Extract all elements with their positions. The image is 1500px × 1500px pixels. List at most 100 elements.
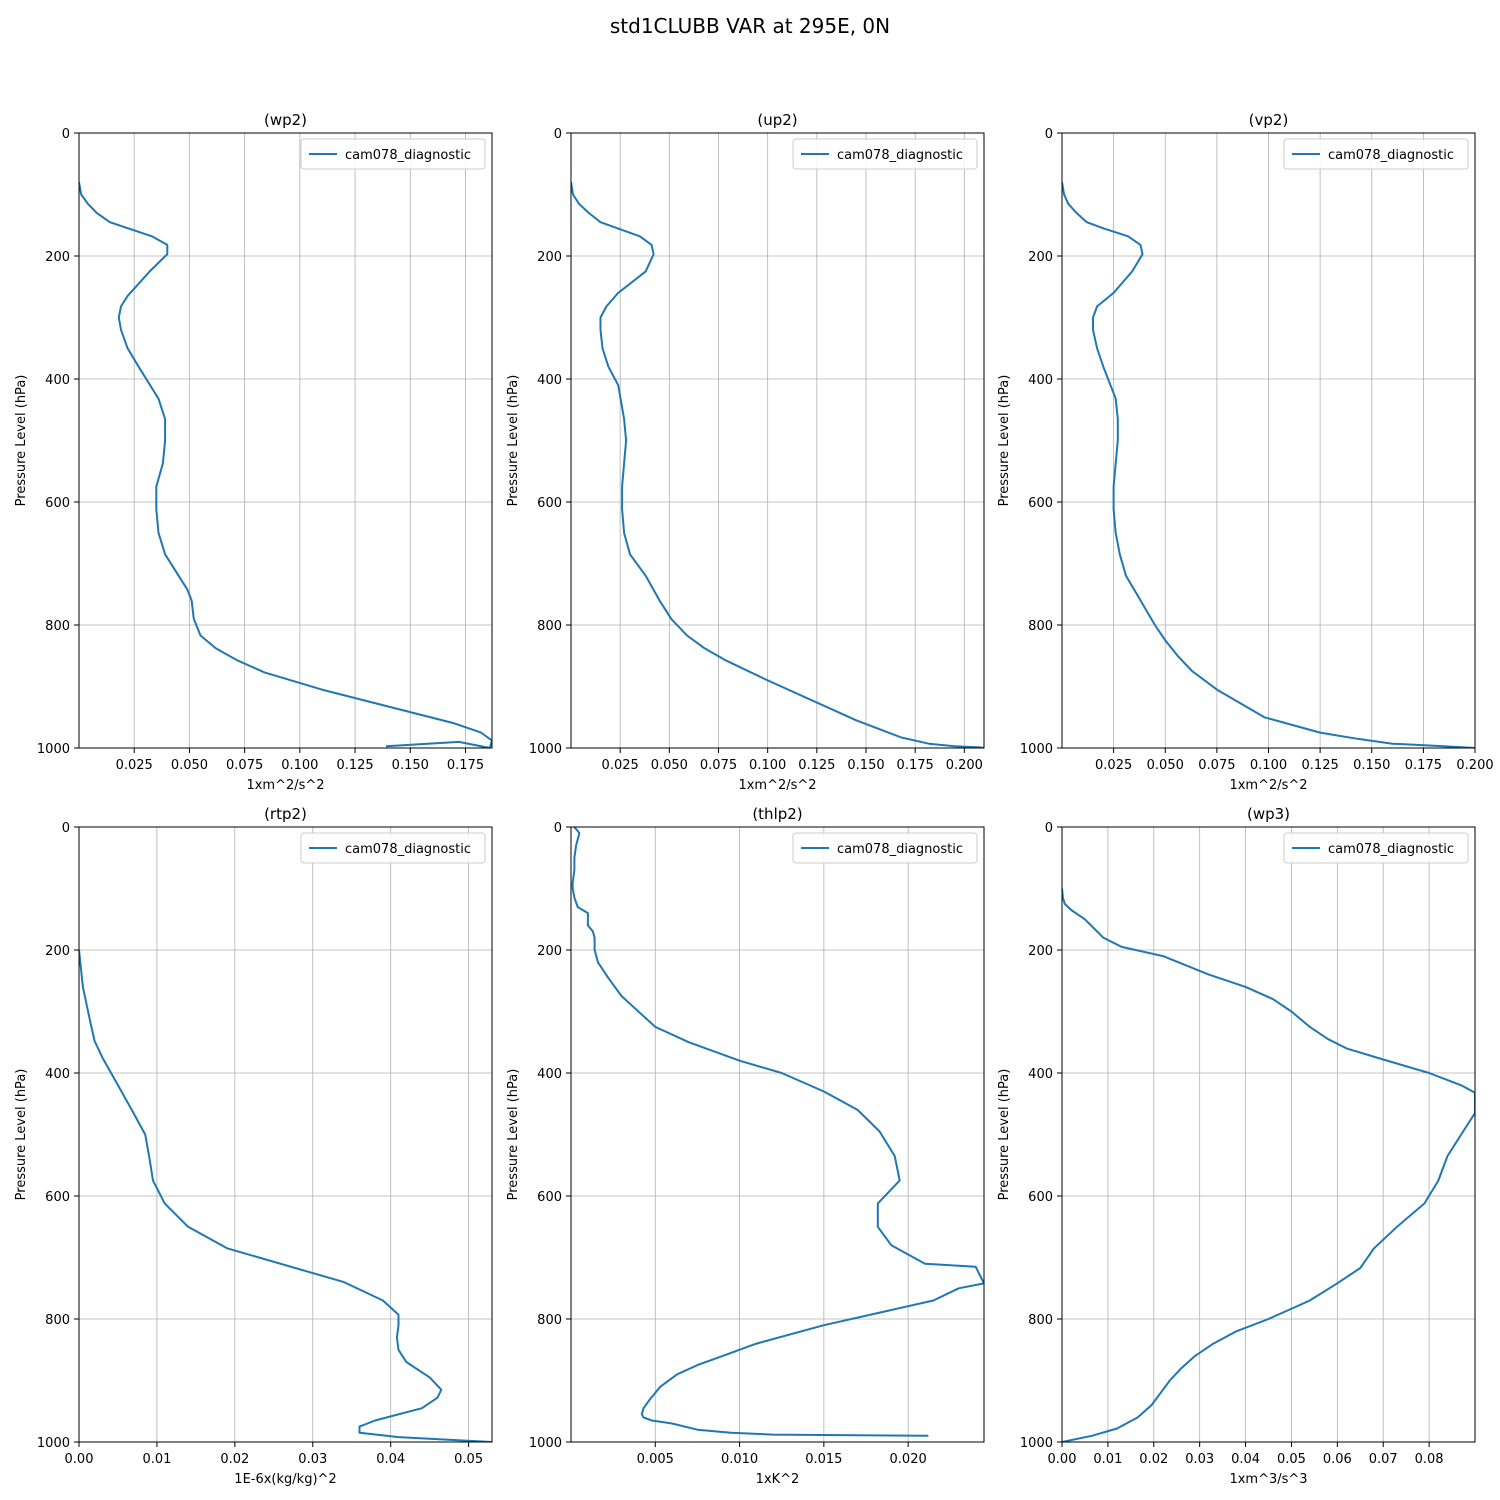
- y-tick-label: 600: [537, 1190, 562, 1205]
- legend-label: cam078_diagnostic: [837, 842, 963, 857]
- series-line: [571, 827, 984, 1437]
- x-axis-label: 1xK^2: [756, 1472, 800, 1487]
- y-axis-label: Pressure Level (hPa): [506, 375, 521, 507]
- legend-label: cam078_diagnostic: [1328, 148, 1454, 163]
- x-axis-label: 1xm^3/s^3: [1229, 1472, 1307, 1487]
- y-tick-label: 400: [1028, 1067, 1053, 1082]
- y-tick-label: 600: [45, 496, 70, 511]
- legend-box: [1283, 138, 1469, 170]
- chart-title: (wp2): [264, 111, 307, 129]
- plot-frame: [78, 132, 493, 749]
- y-tick-label: 400: [45, 1067, 70, 1082]
- y-tick-label: 600: [45, 1190, 70, 1205]
- x-tick-label: 0.150: [392, 758, 429, 773]
- x-tick-label: 0.050: [171, 758, 208, 773]
- chart-panel-2: 0.025 0.050 0.075 0.100 0.125 0.150 0.175 0.200…: [997, 111, 1494, 793]
- plot-frame: [570, 132, 985, 749]
- y-tick-label: 1000: [1020, 742, 1053, 757]
- y-tick-label: 0: [554, 127, 562, 142]
- x-tick-label: 0.150: [847, 758, 884, 773]
- chart-title: (rtp2): [264, 805, 307, 823]
- x-tick-label: 0.01: [142, 1452, 171, 1467]
- legend-box: [792, 832, 978, 864]
- chart-title: (thlp2): [752, 805, 802, 823]
- chart-panel-3: 0.00 0.01 0.02 0.03 0.04 0.05 0 200 400 600 800 100…: [14, 805, 493, 1487]
- y-axis-label: Pressure Level (hPa): [997, 1069, 1012, 1201]
- y-axis-label: Pressure Level (hPa): [14, 375, 29, 507]
- legend-box: [300, 832, 486, 864]
- x-tick-label: 0.075: [226, 758, 263, 773]
- x-tick-label: 0.04: [1231, 1452, 1260, 1467]
- y-axis-label: Pressure Level (hPa): [506, 1069, 521, 1201]
- legend-box: [792, 138, 978, 170]
- legend-label: cam078_diagnostic: [345, 148, 471, 163]
- plot-frame: [78, 826, 493, 1443]
- x-tick-label: 0.075: [1198, 758, 1235, 773]
- y-axis-label: Pressure Level (hPa): [14, 1069, 29, 1201]
- x-tick-label: 0.05: [454, 1452, 483, 1467]
- x-tick-label: 0.05: [1277, 1452, 1306, 1467]
- x-tick-label: 0.050: [651, 758, 688, 773]
- x-tick-label: 0.03: [1185, 1452, 1214, 1467]
- y-tick-label: 400: [1028, 373, 1053, 388]
- y-tick-label: 1000: [529, 742, 562, 757]
- x-tick-label: 0.005: [637, 1452, 674, 1467]
- y-tick-label: 600: [1028, 1190, 1053, 1205]
- x-tick-label: 0.025: [1095, 758, 1132, 773]
- series-line: [79, 949, 492, 1442]
- x-tick-label: 0.125: [336, 758, 373, 773]
- x-tick-label: 0.075: [700, 758, 737, 773]
- y-tick-label: 200: [537, 250, 562, 265]
- y-axis-label: Pressure Level (hPa): [997, 375, 1012, 507]
- y-tick-label: 200: [45, 250, 70, 265]
- x-tick-label: 0.00: [1048, 1452, 1077, 1467]
- chart-title: (up2): [757, 111, 797, 129]
- y-tick-label: 0: [1045, 821, 1053, 836]
- plot-frame: [1061, 826, 1476, 1443]
- y-tick-label: 0: [1045, 127, 1053, 142]
- x-tick-label: 0.01: [1093, 1452, 1122, 1467]
- chart-panel-1: 0.025 0.050 0.075 0.100 0.125 0.150 0.175 0.200…: [506, 111, 985, 793]
- x-tick-label: 0.04: [376, 1452, 405, 1467]
- legend-label: cam078_diagnostic: [1328, 842, 1454, 857]
- y-tick-label: 800: [537, 1313, 562, 1328]
- x-tick-label: 0.07: [1369, 1452, 1398, 1467]
- x-tick-label: 0.02: [1139, 1452, 1168, 1467]
- y-tick-label: 0: [62, 127, 70, 142]
- y-tick-label: 1000: [37, 1436, 70, 1451]
- x-tick-label: 0.150: [1353, 758, 1390, 773]
- y-tick-label: 800: [537, 619, 562, 634]
- x-tick-label: 0.03: [298, 1452, 327, 1467]
- x-tick-label: 0.200: [1456, 758, 1493, 773]
- x-tick-label: 0.025: [116, 758, 153, 773]
- y-tick-label: 200: [1028, 944, 1053, 959]
- y-tick-label: 200: [45, 944, 70, 959]
- x-axis-label: 1E-6x(kg/kg)^2: [234, 1472, 336, 1487]
- x-tick-label: 0.020: [890, 1452, 927, 1467]
- x-tick-label: 0.050: [1147, 758, 1184, 773]
- legend-label: cam078_diagnostic: [837, 148, 963, 163]
- chart-panel-4: 0.005 0.010 0.015 0.020 0 200 400 600 800 1000 (th…: [506, 805, 985, 1487]
- x-tick-label: 0.015: [805, 1452, 842, 1467]
- y-tick-label: 0: [62, 821, 70, 836]
- y-tick-label: 200: [537, 944, 562, 959]
- x-tick-label: 0.100: [281, 758, 318, 773]
- legend-box: [300, 138, 486, 170]
- chart-title: (vp2): [1249, 111, 1289, 129]
- x-tick-label: 0.010: [721, 1452, 758, 1467]
- x-tick-label: 0.175: [1405, 758, 1442, 773]
- series-line: [79, 182, 492, 748]
- series-line: [571, 182, 984, 748]
- series-line: [1062, 182, 1475, 748]
- y-tick-label: 400: [45, 373, 70, 388]
- x-tick-label: 0.02: [220, 1452, 249, 1467]
- y-tick-label: 400: [537, 373, 562, 388]
- x-tick-label: 0.025: [602, 758, 639, 773]
- x-axis-label: 1xm^2/s^2: [1229, 778, 1307, 793]
- y-tick-label: 200: [1028, 250, 1053, 265]
- y-tick-label: 800: [45, 1313, 70, 1328]
- x-tick-label: 0.08: [1415, 1452, 1444, 1467]
- x-tick-label: 0.100: [749, 758, 786, 773]
- x-tick-label: 0.200: [946, 758, 983, 773]
